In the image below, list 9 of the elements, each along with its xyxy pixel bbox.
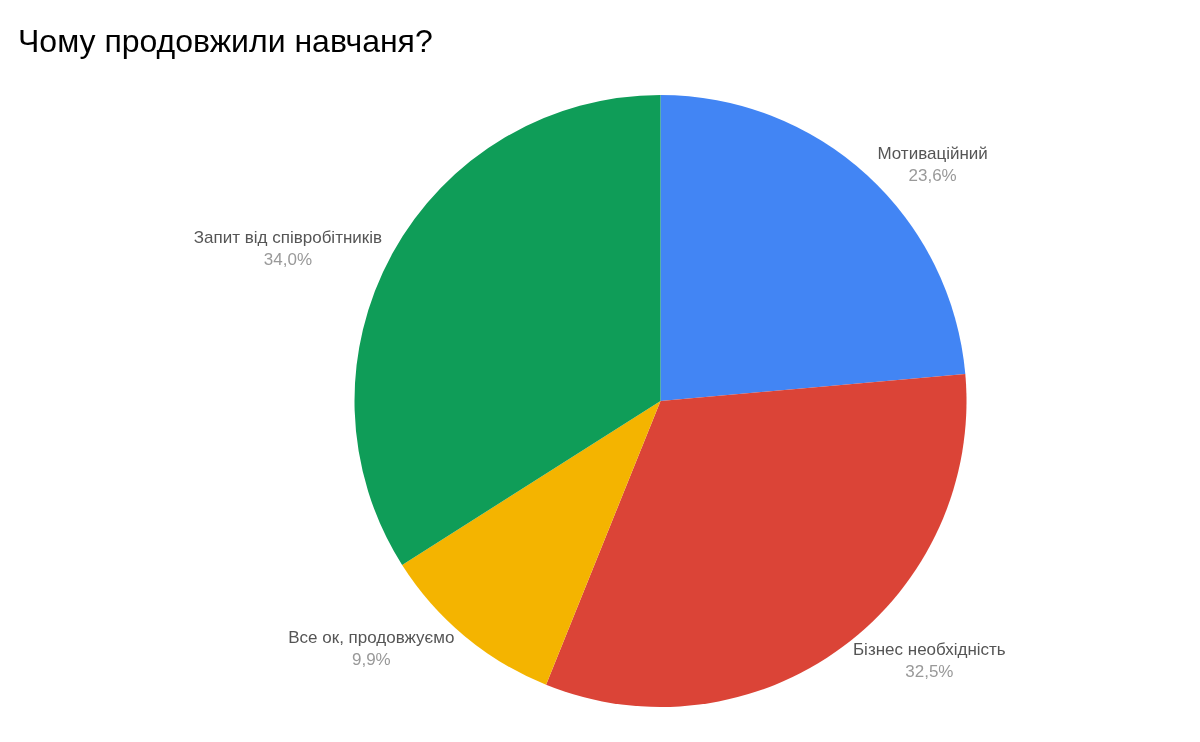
data-label: 23,6% bbox=[908, 165, 957, 185]
data-label: 32,5% bbox=[905, 661, 954, 681]
slice-label: Бізнес необхідність bbox=[852, 639, 1006, 659]
data-label: 9,9% bbox=[351, 649, 391, 669]
slice-label: Запит від співробітників bbox=[193, 228, 383, 248]
slice-label: Все ок, продовжуємо bbox=[288, 627, 455, 647]
data-label: 34,0% bbox=[263, 250, 313, 270]
chart-title: Чому продовжили навчаня? bbox=[18, 23, 433, 60]
slice-label: Мотиваційний bbox=[877, 143, 988, 163]
